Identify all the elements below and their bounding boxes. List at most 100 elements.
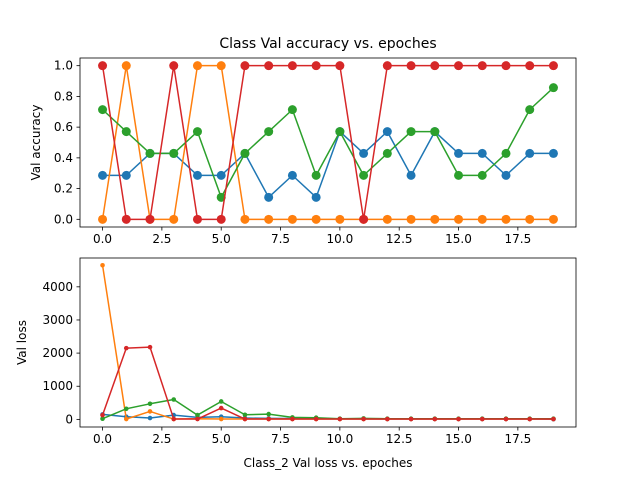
data-point xyxy=(147,401,153,407)
data-point xyxy=(311,192,321,202)
data-point xyxy=(216,170,226,180)
data-point xyxy=(432,416,438,422)
data-point xyxy=(454,214,464,224)
y-tick-label: 0.0 xyxy=(54,212,73,226)
data-point xyxy=(192,170,202,180)
data-point xyxy=(147,344,153,350)
data-point xyxy=(382,148,392,158)
data-point xyxy=(287,61,297,71)
y-tick-label: 2000 xyxy=(42,346,73,360)
data-point xyxy=(192,61,202,71)
data-point xyxy=(454,61,464,71)
x-tick-label: 5.0 xyxy=(212,432,231,446)
x-tick-label: 2.5 xyxy=(152,432,171,446)
data-point xyxy=(548,61,558,71)
data-point xyxy=(147,415,153,421)
data-point xyxy=(501,148,511,158)
data-point xyxy=(240,214,250,224)
data-point xyxy=(335,61,345,71)
series-line xyxy=(101,346,554,420)
data-point xyxy=(311,170,321,180)
data-point xyxy=(454,148,464,158)
data-point xyxy=(264,192,274,202)
data-point xyxy=(123,406,129,412)
data-point xyxy=(218,405,224,411)
data-point xyxy=(525,148,535,158)
data-point xyxy=(121,170,131,180)
data-point xyxy=(359,214,369,224)
x-tick-label: 12.5 xyxy=(386,432,413,446)
data-point xyxy=(385,416,390,422)
data-point xyxy=(477,214,487,224)
x-tick-label: 0.0 xyxy=(93,432,112,446)
data-point xyxy=(192,127,202,137)
data-point xyxy=(311,61,321,71)
data-point xyxy=(290,416,295,422)
x-tick-label: 17.5 xyxy=(504,432,531,446)
data-point xyxy=(548,83,558,93)
data-point xyxy=(501,61,511,71)
data-point xyxy=(408,416,414,422)
data-point xyxy=(477,170,487,180)
x-tick-label: 5.0 xyxy=(212,232,231,246)
data-point xyxy=(171,397,177,402)
data-point xyxy=(311,214,321,224)
y-tick-label: 0.4 xyxy=(54,151,73,165)
data-point xyxy=(218,399,224,404)
data-point xyxy=(240,61,250,71)
data-point xyxy=(121,127,131,137)
data-point xyxy=(121,61,131,71)
y-tick-label: 1000 xyxy=(42,379,73,393)
x-tick-label: 10.0 xyxy=(327,432,354,446)
data-point xyxy=(264,61,274,71)
data-point xyxy=(169,61,179,71)
data-point xyxy=(548,148,558,158)
data-point xyxy=(287,170,297,180)
data-point xyxy=(501,170,511,180)
data-point xyxy=(382,61,392,71)
data-point xyxy=(169,214,179,224)
data-point xyxy=(192,214,202,224)
x-tick-label: 7.5 xyxy=(271,432,290,446)
data-point xyxy=(216,61,226,71)
data-point xyxy=(501,214,511,224)
y-axis-label: Val accuracy xyxy=(29,105,43,181)
data-point xyxy=(145,148,155,158)
data-point xyxy=(551,416,556,422)
data-point xyxy=(100,412,105,418)
plots: 0.0 2.5 5.0 7.5 10.0 12.5 15.0 17.5 0.0 0.2 0.4 0.6… xyxy=(15,36,577,470)
y-tick-label: 3000 xyxy=(42,313,73,327)
data-point xyxy=(525,214,535,224)
data-point xyxy=(266,416,271,422)
data-point xyxy=(430,127,440,137)
data-point xyxy=(123,345,129,351)
y-tick-label: 0.8 xyxy=(54,89,73,103)
data-point xyxy=(548,214,558,224)
data-point xyxy=(216,214,226,224)
x-tick-label: 12.5 xyxy=(386,232,413,246)
data-point xyxy=(337,416,343,422)
data-point xyxy=(216,192,226,202)
chart-title: Class Val accuracy vs. epoches xyxy=(219,36,436,52)
data-point xyxy=(100,416,105,422)
data-point xyxy=(454,170,464,180)
data-point xyxy=(195,416,200,422)
x-tick-label: 10.0 xyxy=(327,232,354,246)
x-tick-label: 7.5 xyxy=(271,232,290,246)
data-point xyxy=(240,148,250,158)
chart-accuracy: 0.0 2.5 5.0 7.5 10.0 12.5 15.0 17.5 0.0 0.2 0.4 0.6… xyxy=(29,36,577,246)
data-point xyxy=(98,214,108,224)
data-point xyxy=(264,127,274,137)
x-tick-label: 0.0 xyxy=(93,232,112,246)
data-point xyxy=(98,61,108,71)
data-point xyxy=(525,61,535,71)
data-point xyxy=(147,409,153,414)
data-point xyxy=(98,105,108,115)
data-point xyxy=(503,416,509,422)
data-point xyxy=(382,127,392,137)
y-axis-label: Val loss xyxy=(15,320,29,365)
x-axis-label: Class_2 Val loss vs. epoches xyxy=(244,456,413,470)
chart-loss: 0.0 2.5 5.0 7.5 10.0 12.5 15.0 17.5 0 1000 2000 300… xyxy=(15,257,577,470)
data-point xyxy=(406,127,416,137)
